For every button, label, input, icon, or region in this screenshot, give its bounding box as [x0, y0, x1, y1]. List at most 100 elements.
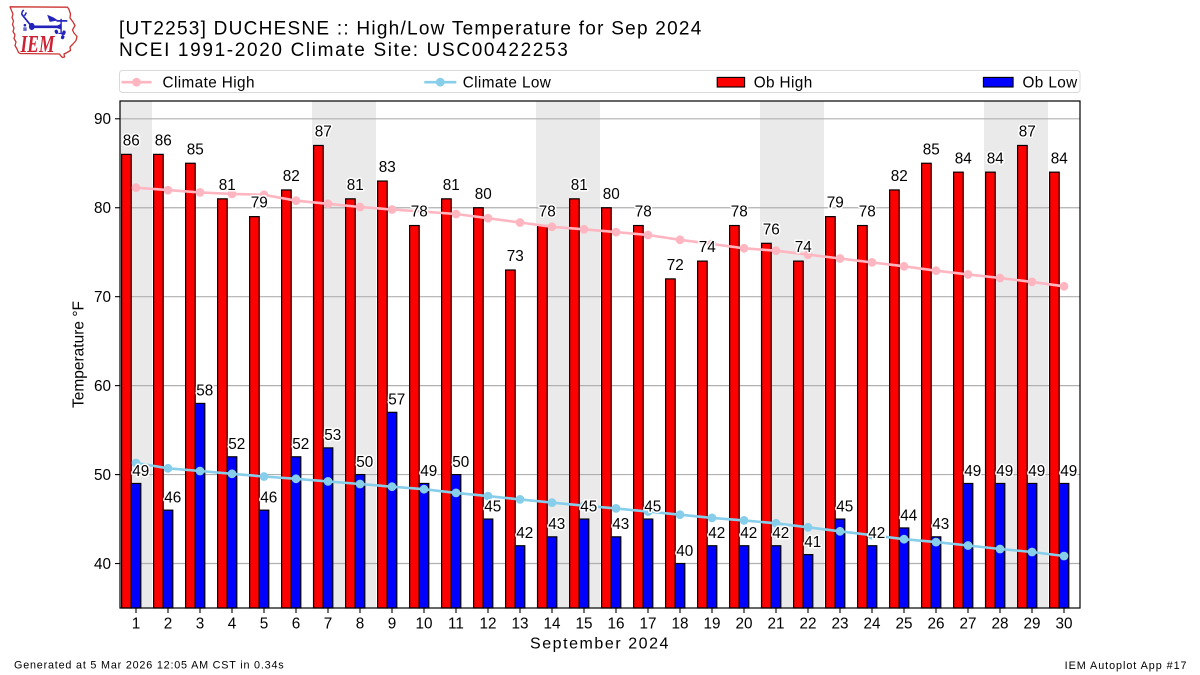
svg-text:81: 81 [347, 177, 364, 194]
svg-text:50: 50 [452, 454, 469, 471]
svg-text:10: 10 [415, 616, 432, 633]
svg-text:19: 19 [703, 616, 720, 633]
svg-text:78: 78 [859, 204, 876, 221]
svg-text:11: 11 [448, 616, 464, 633]
svg-text:45: 45 [836, 498, 853, 515]
svg-text:29: 29 [1023, 616, 1040, 633]
svg-text:[UT2253] DUCHESNE :: High/Low: [UT2253] DUCHESNE :: High/Low Temperatur… [119, 19, 703, 40]
svg-text:15: 15 [575, 616, 592, 633]
svg-text:78: 78 [411, 204, 428, 221]
svg-text:12: 12 [479, 616, 496, 633]
svg-text:42: 42 [708, 525, 725, 542]
svg-text:IEM: IEM [20, 32, 56, 58]
svg-text:42: 42 [516, 525, 533, 542]
svg-text:79: 79 [251, 195, 268, 212]
svg-text:78: 78 [539, 204, 556, 221]
svg-text:18: 18 [671, 616, 688, 633]
svg-text:45: 45 [644, 498, 661, 515]
svg-text:40: 40 [94, 556, 111, 573]
svg-text:49: 49 [132, 463, 149, 480]
svg-text:79: 79 [827, 195, 844, 212]
svg-text:45: 45 [580, 498, 597, 515]
svg-text:4: 4 [228, 616, 237, 633]
svg-text:Ob High: Ob High [754, 75, 813, 92]
svg-text:43: 43 [548, 516, 565, 533]
svg-text:49: 49 [1060, 463, 1077, 480]
svg-text:43: 43 [612, 516, 629, 533]
svg-text:3: 3 [196, 616, 205, 633]
svg-text:Ob Low: Ob Low [1023, 75, 1079, 92]
svg-text:87: 87 [1019, 124, 1036, 141]
svg-text:27: 27 [959, 616, 976, 633]
svg-text:60: 60 [94, 378, 111, 395]
svg-text:81: 81 [219, 177, 236, 194]
svg-text:8: 8 [356, 616, 365, 633]
svg-text:53: 53 [324, 427, 341, 444]
svg-text:28: 28 [991, 616, 1008, 633]
svg-text:5: 5 [260, 616, 269, 633]
svg-text:80: 80 [603, 186, 620, 203]
svg-text:24: 24 [863, 616, 881, 633]
svg-text:52: 52 [292, 436, 309, 453]
svg-text:49: 49 [996, 463, 1013, 480]
svg-text:30: 30 [1055, 616, 1072, 633]
svg-text:72: 72 [667, 257, 684, 274]
svg-text:16: 16 [607, 616, 624, 633]
svg-text:14: 14 [543, 616, 561, 633]
svg-text:85: 85 [923, 141, 940, 158]
svg-text:41: 41 [804, 534, 821, 551]
svg-text:17: 17 [639, 616, 656, 633]
svg-text:82: 82 [891, 168, 908, 185]
svg-text:80: 80 [94, 200, 111, 217]
svg-text:57: 57 [388, 392, 405, 409]
svg-text:84: 84 [1051, 150, 1069, 167]
svg-text:84: 84 [955, 150, 973, 167]
svg-text:81: 81 [571, 177, 588, 194]
svg-text:58: 58 [196, 383, 213, 400]
svg-text:49: 49 [964, 463, 981, 480]
svg-text:49: 49 [420, 463, 437, 480]
svg-text:46: 46 [260, 490, 277, 507]
svg-text:49: 49 [1028, 463, 1045, 480]
svg-text:IEM Autoplot App #17: IEM Autoplot App #17 [1065, 660, 1188, 672]
svg-text:46: 46 [164, 490, 181, 507]
svg-text:2: 2 [164, 616, 173, 633]
svg-text:73: 73 [507, 248, 524, 265]
svg-text:13: 13 [511, 616, 528, 633]
svg-text:Temperature °F: Temperature °F [71, 301, 88, 408]
svg-text:September 2024: September 2024 [530, 636, 670, 653]
svg-text:23: 23 [831, 616, 848, 633]
svg-text:7: 7 [324, 616, 333, 633]
svg-text:85: 85 [187, 141, 204, 158]
svg-text:Climate High: Climate High [163, 75, 255, 92]
svg-text:40: 40 [676, 543, 693, 560]
svg-text:74: 74 [699, 239, 717, 256]
svg-text:52: 52 [228, 436, 245, 453]
svg-text:25: 25 [895, 616, 912, 633]
svg-text:22: 22 [799, 616, 816, 633]
svg-text:20: 20 [735, 616, 752, 633]
svg-text:83: 83 [379, 159, 396, 176]
svg-text:82: 82 [283, 168, 300, 185]
svg-text:70: 70 [94, 289, 111, 306]
svg-text:1: 1 [132, 616, 141, 633]
svg-text:Climate Low: Climate Low [463, 75, 552, 92]
svg-text:86: 86 [155, 133, 172, 150]
svg-text:78: 78 [731, 204, 748, 221]
svg-text:81: 81 [443, 177, 460, 194]
svg-text:6: 6 [292, 616, 301, 633]
svg-text:78: 78 [635, 204, 652, 221]
svg-text:26: 26 [927, 616, 944, 633]
svg-text:Generated at 5 Mar 2026 12:05: Generated at 5 Mar 2026 12:05 AM CST in … [14, 660, 284, 672]
svg-text:42: 42 [740, 525, 757, 542]
svg-text:76: 76 [763, 221, 780, 238]
svg-text:42: 42 [772, 525, 789, 542]
svg-text:84: 84 [987, 150, 1005, 167]
svg-text:80: 80 [475, 186, 492, 203]
svg-text:NCEI 1991-2020 Climate Site: U: NCEI 1991-2020 Climate Site: USC00422253 [119, 40, 569, 61]
svg-text:42: 42 [868, 525, 885, 542]
svg-text:50: 50 [94, 467, 111, 484]
svg-text:21: 21 [767, 616, 784, 633]
svg-text:50: 50 [356, 454, 373, 471]
svg-text:9: 9 [388, 616, 397, 633]
